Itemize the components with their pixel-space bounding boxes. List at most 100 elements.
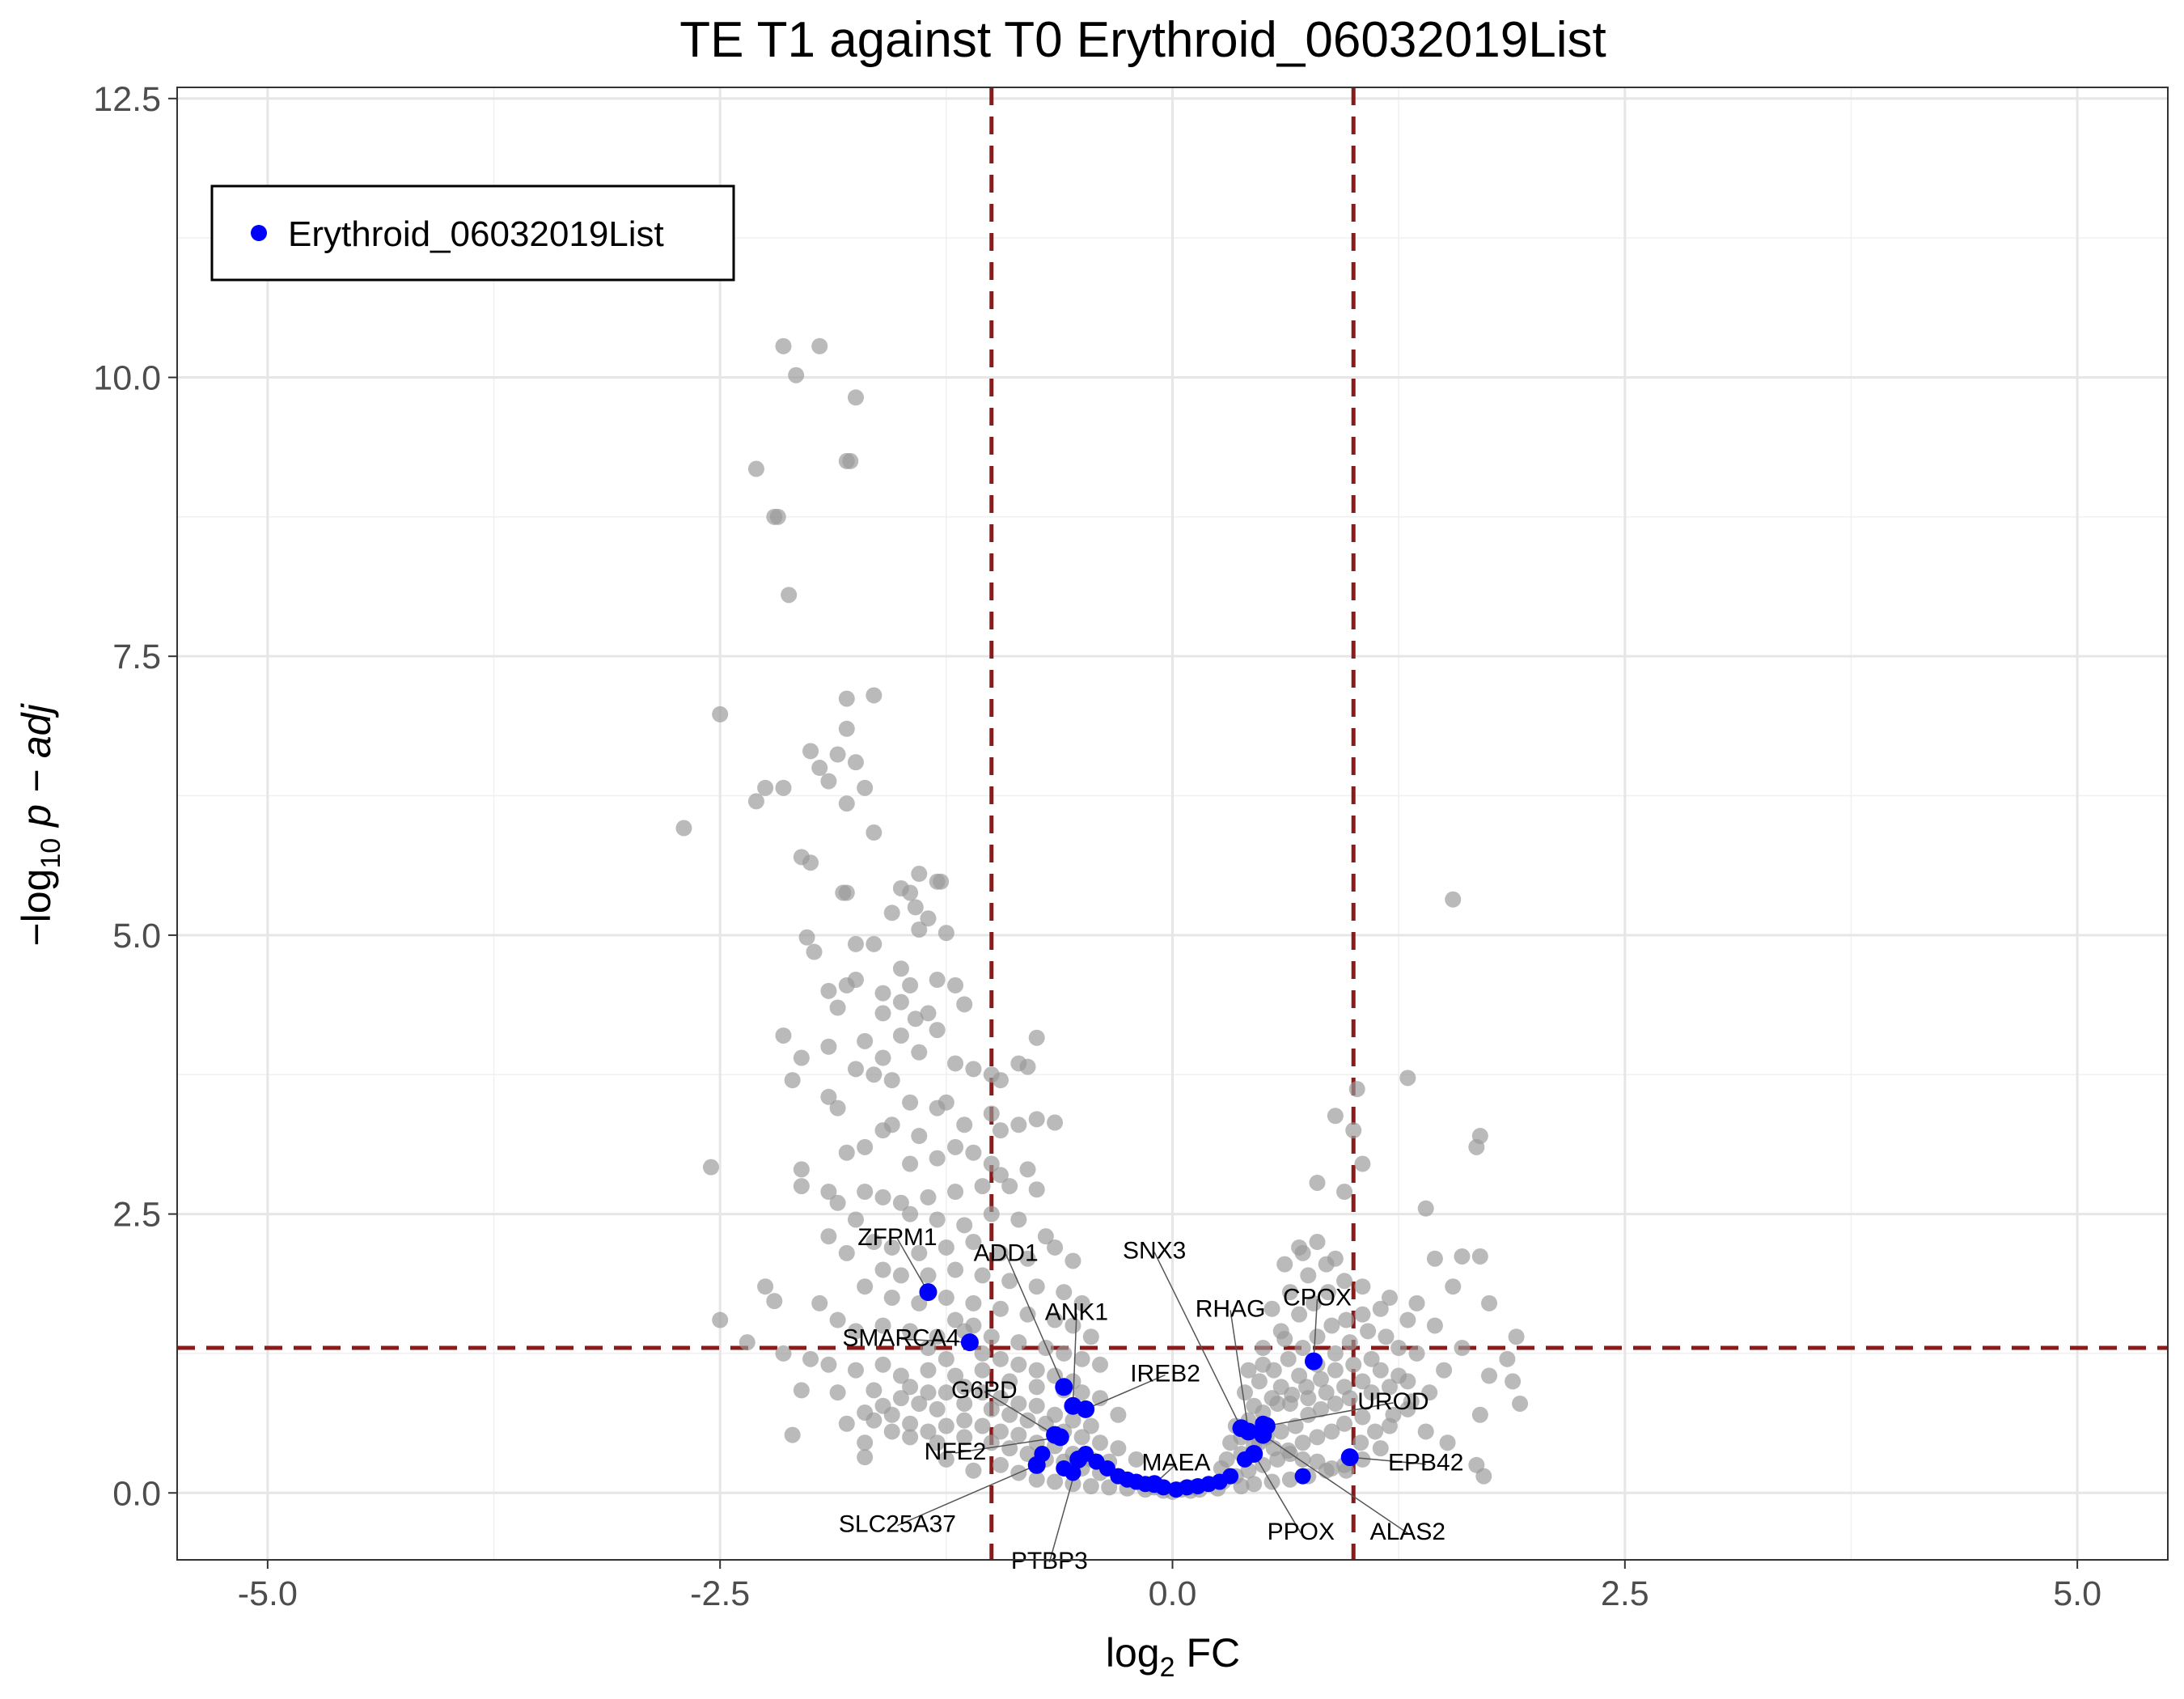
background-point	[1110, 1406, 1127, 1423]
highlight-point	[1239, 1422, 1258, 1441]
background-point	[829, 1311, 846, 1328]
background-point	[847, 1323, 864, 1340]
background-point	[1101, 1479, 1118, 1496]
background-point	[956, 1116, 973, 1133]
background-point	[1323, 1423, 1340, 1440]
background-point	[1381, 1289, 1398, 1306]
background-point	[892, 1027, 909, 1044]
background-point	[1028, 1029, 1045, 1046]
background-point	[1110, 1440, 1127, 1457]
gene-label: MAEA	[1141, 1450, 1210, 1477]
legend: Erythroid_06032019List	[210, 184, 735, 282]
background-point	[866, 824, 882, 841]
gene-labels: ZFPM1 SMARCA4 ADD1 ANK1 IREB2 G6PD NFE2 SLC25A3…	[839, 1224, 1464, 1574]
x-axis-title: log2 FC	[1106, 1630, 1240, 1683]
background-point	[911, 866, 928, 883]
background-point	[1222, 1434, 1239, 1451]
leader-line	[1230, 1310, 1250, 1432]
background-point	[1481, 1294, 1498, 1311]
background-point	[857, 1405, 874, 1421]
background-point	[757, 779, 774, 796]
background-point	[1327, 1362, 1344, 1379]
gene-label: ANK1	[1045, 1299, 1108, 1326]
background-point	[1309, 1234, 1326, 1251]
background-point	[1341, 1334, 1358, 1351]
background-point	[956, 1379, 973, 1396]
background-point	[1309, 1174, 1326, 1191]
background-point	[992, 1244, 1009, 1261]
background-point	[838, 1415, 855, 1432]
background-point	[965, 1144, 982, 1161]
background-point	[1499, 1350, 1516, 1367]
background-point	[1318, 1384, 1335, 1401]
background-point	[1312, 1400, 1329, 1417]
background-point	[1056, 1284, 1073, 1301]
x-axis-ticks: -5.0 -2.5 0.0 2.5 5.0	[238, 1560, 2101, 1613]
background-point	[974, 1267, 991, 1284]
background-point	[983, 1155, 1000, 1172]
gene-label: G6PD	[951, 1377, 1018, 1404]
background-point	[1445, 891, 1462, 908]
background-point	[1240, 1362, 1257, 1379]
background-point	[1047, 1473, 1064, 1490]
background-point	[911, 1044, 928, 1061]
background-point	[983, 1328, 1000, 1345]
background-point	[1372, 1300, 1389, 1317]
threshold-lines	[177, 87, 2168, 1560]
background-point	[1064, 1412, 1081, 1429]
background-point	[1255, 1356, 1272, 1373]
leader-line	[1349, 1456, 1426, 1465]
background-point	[1263, 1300, 1280, 1317]
background-point	[1251, 1373, 1268, 1390]
background-point	[747, 793, 764, 810]
background-point	[820, 982, 837, 999]
y-axis-title-subscript: 10	[36, 838, 66, 869]
leader-line	[1005, 1254, 1064, 1388]
background-point	[929, 972, 946, 989]
y-tick-label: 2.5	[112, 1196, 161, 1235]
background-point	[1128, 1451, 1145, 1468]
background-point	[1263, 1390, 1280, 1407]
background-point	[838, 690, 855, 707]
background-point	[911, 1244, 928, 1261]
background-point	[847, 389, 864, 406]
background-point	[838, 977, 855, 994]
background-point	[920, 1340, 937, 1357]
background-point	[847, 1362, 864, 1379]
background-point	[1338, 1462, 1355, 1479]
background-point	[1291, 1306, 1308, 1323]
leader-line	[1153, 1252, 1242, 1429]
x-tick-label: 2.5	[1601, 1574, 1649, 1613]
background-point	[1309, 1429, 1326, 1446]
background-point	[929, 1022, 946, 1039]
background-point	[1336, 1379, 1353, 1396]
background-point	[1047, 1114, 1064, 1131]
background-point	[992, 1423, 1009, 1440]
background-point	[1010, 1334, 1027, 1351]
background-point	[1385, 1406, 1402, 1423]
x-axis-title-prefix: log	[1106, 1630, 1160, 1676]
background-point	[938, 1384, 954, 1401]
highlight-point	[1055, 1378, 1073, 1396]
background-point	[892, 994, 909, 1011]
background-point	[1010, 1356, 1027, 1373]
background-point	[874, 1317, 891, 1334]
background-point	[1399, 1070, 1416, 1087]
background-point	[892, 960, 909, 977]
background-point	[1064, 1252, 1081, 1269]
background-point	[929, 1099, 946, 1116]
background-point	[1001, 1273, 1018, 1290]
background-point	[938, 1451, 954, 1468]
background-point	[739, 1334, 756, 1351]
highlight-point	[1027, 1455, 1046, 1474]
background-point	[902, 1415, 919, 1432]
background-point	[1047, 1239, 1064, 1256]
highlight-point	[919, 1283, 938, 1302]
background-point	[835, 884, 852, 901]
background-point	[1246, 1397, 1263, 1414]
background-point	[1236, 1384, 1253, 1401]
background-point	[1372, 1440, 1389, 1457]
background-point	[1408, 1294, 1425, 1311]
background-point	[1281, 1471, 1298, 1488]
background-point	[1001, 1373, 1018, 1390]
